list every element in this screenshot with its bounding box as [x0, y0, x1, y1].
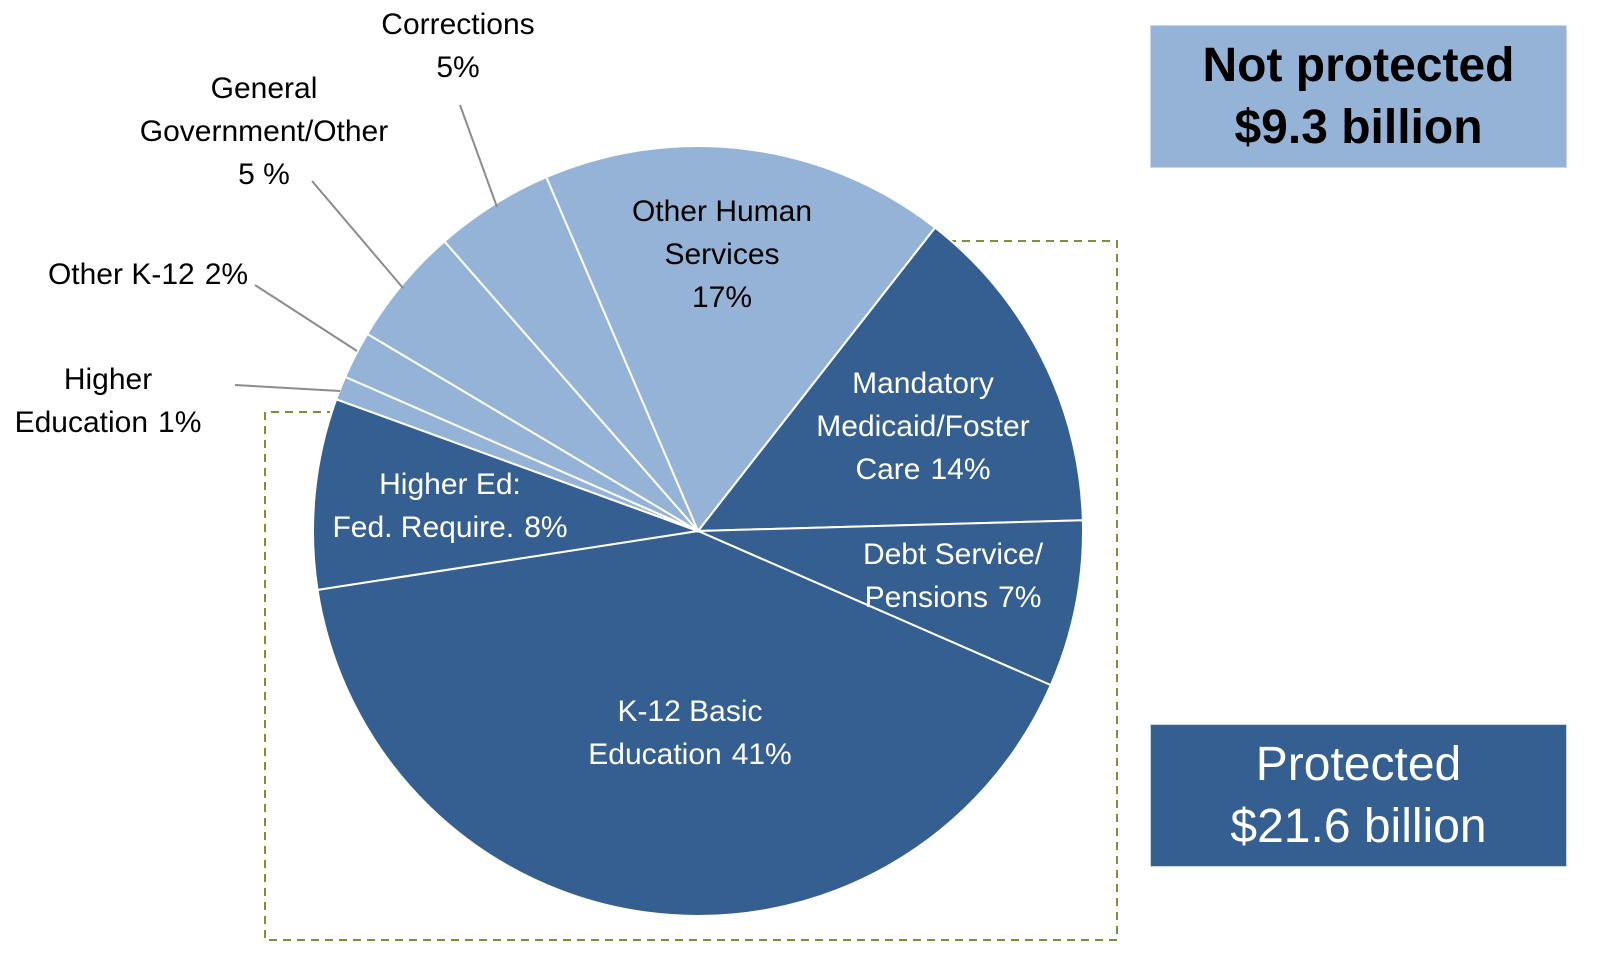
category-label: Higher Education [14, 363, 153, 439]
category-label: Higher Ed: Fed. Require. [332, 468, 521, 544]
protected-outline [264, 240, 1118, 941]
box-title: Protected [1255, 737, 1462, 791]
category-label: Mandatory Medicaid/Foster Care [816, 367, 1030, 486]
slice-label: Higher Education 1% [0, 358, 308, 444]
category-label: Corrections [381, 8, 535, 41]
value-label: 2% [204, 258, 249, 291]
leader-lines [234, 104, 498, 392]
pie-slice [695, 226, 1084, 533]
category-label: General Government/Other [139, 72, 389, 148]
value-label: 5 % [238, 158, 290, 191]
category-label: Other Human Services [631, 195, 813, 271]
value-label: 7% [998, 581, 1042, 614]
category-label: Debt Service/ Pensions [862, 538, 1044, 614]
pie-slice [697, 519, 1084, 687]
leader-line [234, 384, 341, 392]
value-label: 5% [436, 51, 480, 84]
value-label: 14% [930, 453, 991, 486]
box-amount: $21.6 billion [1230, 799, 1487, 853]
pie-slice [545, 145, 937, 533]
pie-slice [316, 529, 1053, 917]
protected-box: Protected $21.6 billion [1150, 724, 1567, 867]
box-title: Not protected [1202, 38, 1515, 92]
box-amount: $9.3 billion [1234, 100, 1483, 154]
slice-label: Debt Service/ Pensions 7% [753, 533, 1153, 619]
leader-line [459, 104, 498, 208]
slice-label: Corrections 5% [258, 3, 658, 89]
category-label: Other K-12 [47, 258, 195, 291]
value-label: 17% [691, 281, 753, 314]
category-label: K-12 Basic Education [588, 695, 763, 771]
slice-label: Higher Ed: Fed. Require. 8% [250, 463, 650, 549]
pie-slice [312, 398, 699, 592]
leader-line [254, 284, 358, 352]
slice-label: Other Human Services 17% [522, 190, 922, 319]
slice-label: Other K-12 2% [0, 253, 348, 296]
slice-label: General Government/Other 5 % [64, 67, 464, 196]
value-label: 41% [731, 738, 792, 771]
slice-label: K-12 Basic Education 41% [490, 690, 890, 776]
value-label: 1% [158, 406, 202, 439]
not-protected-box: Not protected $9.3 billion [1150, 25, 1567, 168]
value-label: 8% [524, 511, 568, 544]
leader-line [311, 180, 404, 289]
slice-label: Mandatory Medicaid/Foster Care 14% [723, 362, 1123, 491]
